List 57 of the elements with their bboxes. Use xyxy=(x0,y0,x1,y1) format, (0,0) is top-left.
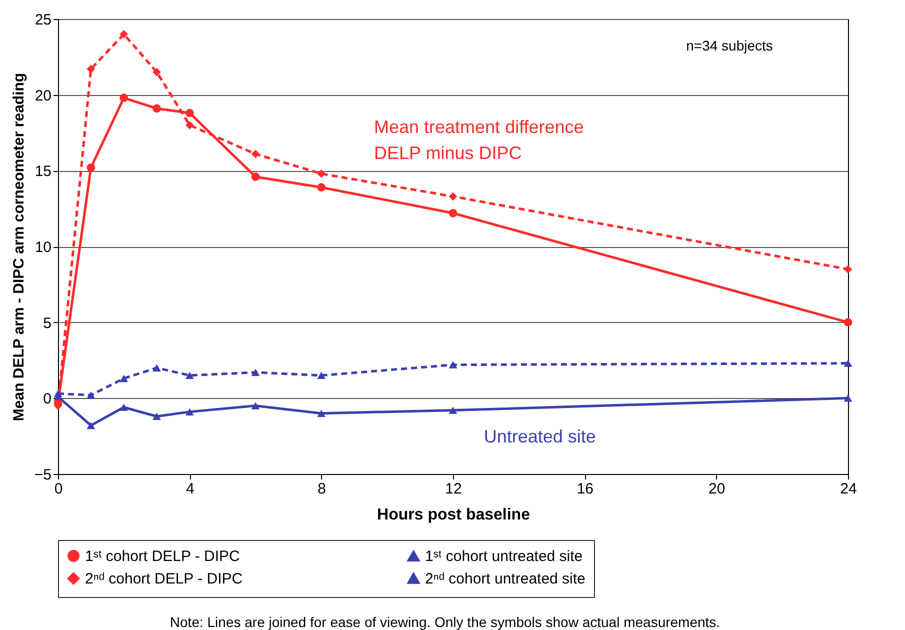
y-tick-label: 10 xyxy=(34,239,52,256)
point xyxy=(251,368,260,376)
legend-label: 2ⁿᵈ cohort DELP - DIPC xyxy=(85,570,243,588)
y-tick-label: −5 xyxy=(34,466,52,484)
point xyxy=(152,68,161,76)
annotation: n=34 subjects xyxy=(686,37,773,54)
point xyxy=(317,183,326,192)
point xyxy=(448,192,458,201)
point xyxy=(120,30,128,38)
point xyxy=(448,361,458,368)
point xyxy=(251,402,260,410)
point xyxy=(86,64,96,74)
annotation: Mean treatment difference DELP minus DIPC xyxy=(374,117,584,164)
point xyxy=(251,150,260,158)
point xyxy=(152,412,161,420)
point xyxy=(844,318,852,327)
y-tick-label: 15 xyxy=(34,163,52,180)
point xyxy=(317,410,326,417)
point xyxy=(844,394,852,402)
x-axis-title: Hours post baseline xyxy=(377,506,530,524)
point xyxy=(251,172,260,181)
point xyxy=(152,364,161,372)
annotation: Untreated site xyxy=(484,426,596,447)
text: Note: Lines are joined for ease of viewing. Only the symbols show actual measurements. xyxy=(168,614,722,630)
y-tick-label: 0 xyxy=(43,390,52,408)
point xyxy=(86,392,96,399)
y-tick-label: 5 xyxy=(43,314,52,332)
point xyxy=(448,208,458,218)
point xyxy=(185,120,194,130)
point xyxy=(844,360,852,367)
point xyxy=(120,94,128,102)
point xyxy=(86,163,96,172)
x-tick-label: 24 xyxy=(840,480,857,498)
point xyxy=(86,422,96,430)
point xyxy=(844,265,852,274)
point xyxy=(317,170,326,178)
point xyxy=(152,104,161,113)
x-tick-label: 8 xyxy=(318,480,326,498)
point xyxy=(120,374,128,382)
x-tick-label: 16 xyxy=(576,480,594,498)
point xyxy=(120,404,128,411)
x-tick-label: 12 xyxy=(445,480,462,498)
point xyxy=(185,108,194,118)
point xyxy=(185,408,194,416)
legend-label: 1ˢᵗ cohort DELP - DIPC xyxy=(85,548,240,565)
x-tick-label: 4 xyxy=(186,480,194,498)
legend-label: 1ˢᵗ cohort untreated site xyxy=(425,548,583,566)
legend-label: 2ⁿᵈ cohort untreated site xyxy=(425,570,586,588)
y-tick-label: 20 xyxy=(34,87,52,104)
x-tick-label: 20 xyxy=(708,480,726,498)
point xyxy=(185,372,194,380)
point xyxy=(317,372,326,380)
y-tick-label: 25 xyxy=(34,12,52,28)
point xyxy=(54,390,62,398)
y-axis-title: Mean DELP arm - DIPC arm corneometer reading xyxy=(10,72,28,422)
point xyxy=(448,406,458,414)
x-tick-label: 0 xyxy=(54,480,63,498)
